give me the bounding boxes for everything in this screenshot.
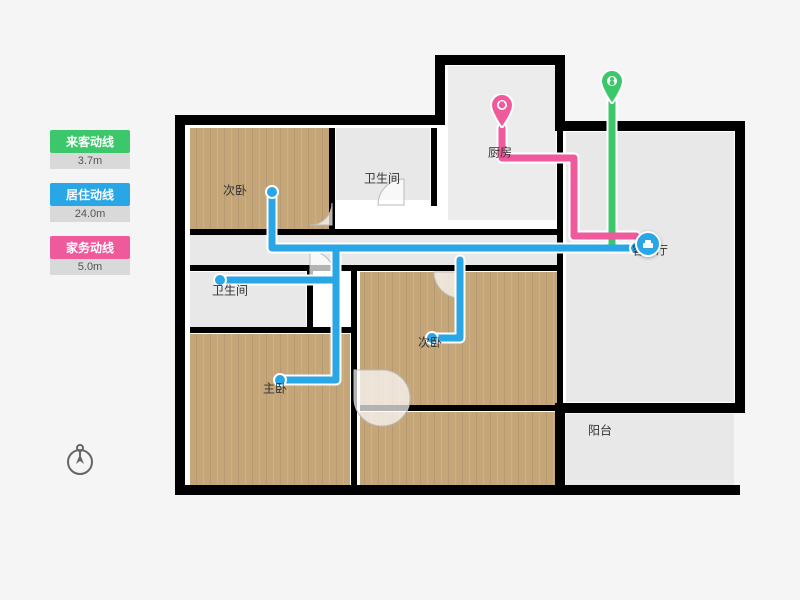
room-label-master: 主卧	[263, 380, 287, 397]
room-label-bed1: 次卧	[223, 182, 247, 199]
room-label-bath1: 卫生间	[364, 170, 400, 187]
compass-icon	[60, 440, 100, 480]
legend-item-2: 家务动线5.0m	[50, 236, 130, 275]
room-living	[566, 132, 734, 402]
floorplan-svg	[0, 0, 800, 600]
room-bed1	[190, 128, 330, 230]
legend-value: 3.7m	[50, 153, 130, 169]
room-label-bed2: 次卧	[418, 334, 442, 351]
legend-label: 居住动线	[50, 183, 130, 206]
room-label-balcony: 阳台	[588, 422, 612, 439]
kitchen-pin-icon	[490, 94, 514, 128]
legend-item-1: 居住动线24.0m	[50, 183, 130, 222]
legend-item-0: 来客动线3.7m	[50, 130, 130, 169]
floorplan-stage: 来客动线3.7m居住动线24.0m家务动线5.0m 次卧卫生间厨房客餐厅卫生间次…	[0, 0, 800, 600]
room-master	[190, 334, 350, 486]
living-badge-icon	[635, 231, 661, 257]
legend-label: 家务动线	[50, 236, 130, 259]
legend-value: 5.0m	[50, 259, 130, 275]
entry-pin-icon	[600, 70, 624, 104]
room-label-kitchen: 厨房	[488, 144, 512, 161]
room-label-bath2: 卫生间	[212, 282, 248, 299]
legend-label: 来客动线	[50, 130, 130, 153]
flow-endpoint	[266, 186, 278, 198]
legend: 来客动线3.7m 居住动线24.0m 家务动线5.0m	[50, 130, 130, 289]
legend-value: 24.0m	[50, 206, 130, 222]
